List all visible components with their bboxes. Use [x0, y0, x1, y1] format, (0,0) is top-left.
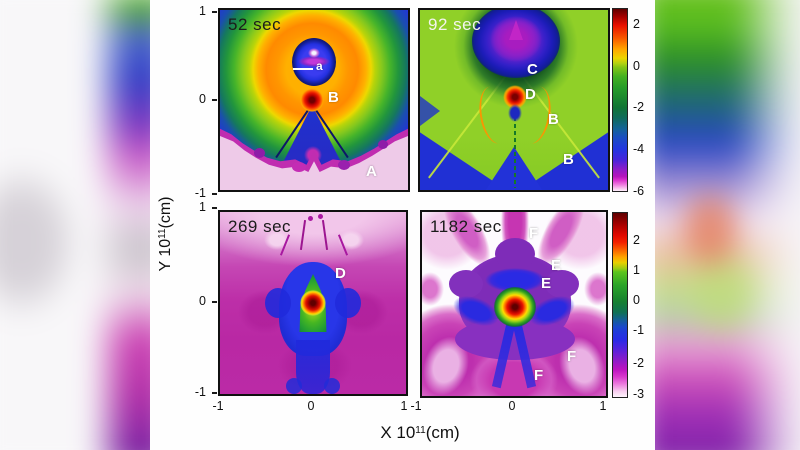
y-tick-mark — [212, 392, 217, 394]
colorbar-top — [612, 8, 628, 192]
panel-52sec: 52 sec a B A — [218, 8, 410, 192]
annotation-a: a — [316, 59, 323, 73]
panel-92sec: 92 sec C D B B — [418, 8, 610, 192]
marker-line-a — [293, 68, 313, 70]
blue-foot — [324, 378, 340, 394]
x-tick-label: -1 — [410, 399, 422, 413]
y-axis-title-prefix: Y 10 — [157, 238, 174, 272]
blue-patch-below-core — [508, 104, 522, 122]
x-tick-label: 1 — [599, 399, 607, 413]
colorbar-top-tick: 0 — [633, 59, 640, 73]
colorbar-bottom — [612, 212, 628, 398]
blurred-left-background — [0, 0, 168, 450]
blue-lump-right — [335, 288, 361, 318]
colorbar-bottom-tick: 0 — [633, 293, 640, 307]
y-axis-title-suffix: (cm) — [157, 196, 174, 229]
x-tick-label: -1 — [212, 399, 224, 413]
x-axis-title-prefix: X 10 — [380, 423, 416, 442]
x-axis-title-suffix: (cm) — [425, 423, 460, 442]
annotation-f3: F — [534, 367, 544, 384]
x-tick-label: 1 — [400, 399, 408, 413]
core-blob — [494, 287, 536, 327]
x-tick-label: 0 — [307, 399, 315, 413]
y-tick-mark — [212, 207, 217, 209]
blue-foot — [286, 378, 302, 394]
fringe-blob — [378, 140, 388, 149]
edge-fringe-right — [584, 272, 606, 306]
y-tick-label: 1 — [199, 200, 206, 214]
annotation-c: C — [527, 61, 538, 78]
simulation-figure: 52 sec a B A 92 sec C D B — [150, 0, 655, 450]
y-axis-title-superscript: 11 — [157, 228, 168, 239]
colorbar-top-tick: -2 — [633, 100, 645, 114]
y-tick-mark — [212, 193, 217, 195]
y-tick-label: -1 — [194, 186, 206, 200]
annotation-b: B — [328, 89, 339, 106]
y-tick-mark — [212, 11, 217, 13]
colorbar-bottom-tick: -1 — [633, 323, 645, 337]
colorbar-bottom-tick: 2 — [633, 233, 640, 247]
y-tick-label: -1 — [194, 385, 206, 399]
annotation-d: D — [335, 265, 346, 282]
y-tick-label: 0 — [199, 294, 206, 308]
time-label: 52 sec — [228, 15, 282, 34]
fringe-blob — [292, 162, 306, 172]
time-label: 1182 sec — [430, 217, 502, 236]
blurred-right-background — [642, 0, 800, 450]
colorbar-top-tick: -6 — [633, 184, 645, 198]
oval-white-knot — [308, 48, 320, 58]
annotation-f2: F — [567, 348, 577, 365]
x-axis-title-superscript: 11 — [415, 425, 426, 436]
y-tick-label: 0 — [199, 92, 206, 106]
y-tick-mark — [212, 99, 217, 101]
colorbar-bottom-tick: -2 — [633, 356, 645, 370]
oval-magenta-band — [298, 56, 330, 67]
panel-269sec: 269 sec D — [218, 210, 408, 396]
purple-bump-left — [449, 270, 483, 298]
x-tick-label: 0 — [508, 399, 516, 413]
annotation-e1: E — [551, 257, 562, 274]
panel-1182sec: 1182 sec F E E F F — [420, 210, 608, 398]
purple-bump-top — [495, 238, 535, 270]
colorbar-bottom-tick: 1 — [633, 263, 640, 277]
light-pink-blob — [338, 230, 364, 250]
core-blob — [300, 290, 326, 316]
y-tick-label: 1 — [199, 4, 206, 18]
purple-bump-right — [545, 270, 579, 298]
annotation-e2: E — [541, 275, 552, 292]
annotation-b2: B — [563, 151, 574, 168]
annotation-d: D — [525, 86, 536, 103]
annotation-b1: B — [548, 111, 559, 128]
x-axis-title: X 1011(cm) — [340, 423, 500, 443]
plume-filament — [308, 216, 313, 221]
time-label: 92 sec — [428, 15, 482, 34]
fringe-blob — [254, 148, 265, 158]
fringe-blob — [338, 160, 350, 170]
blue-lump-left — [265, 288, 291, 318]
annotation-a-cap: A — [366, 163, 377, 180]
colorbar-top-tick: 2 — [633, 17, 640, 31]
core-blob — [300, 88, 324, 112]
colorbar-top-tick: -4 — [633, 142, 645, 156]
axis-jet-line — [514, 110, 516, 188]
y-axis-title: Y 1011(cm) — [157, 159, 175, 309]
y-tick-mark — [212, 301, 217, 303]
colorbar-bottom-tick: -3 — [633, 387, 645, 401]
annotation-f1: F — [529, 225, 539, 242]
plume-filament — [318, 214, 323, 219]
edge-fringe-left — [422, 272, 444, 306]
time-label: 269 sec — [228, 217, 292, 236]
